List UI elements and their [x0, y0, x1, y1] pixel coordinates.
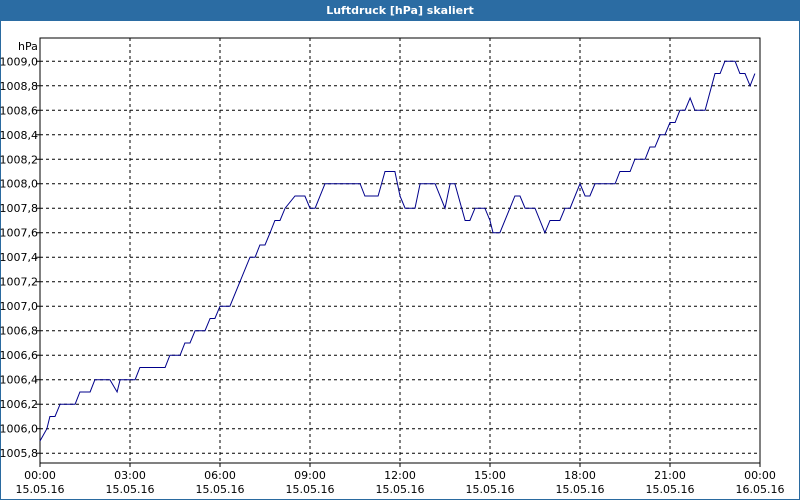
- x-tick-label: 21:00: [654, 469, 686, 482]
- y-tick-label: 1007,2: [0, 276, 38, 289]
- x-tick-label: 12:00: [384, 469, 416, 482]
- x-tick-label: 18:00: [564, 469, 596, 482]
- y-tick-label: 1007,4: [0, 251, 38, 264]
- data-line: [39, 60, 756, 442]
- chart-title: Luftdruck [hPa] skaliert: [326, 4, 474, 17]
- x-tick-label: 15:00: [474, 469, 506, 482]
- x-tick-label: 00:00: [24, 469, 56, 482]
- y-tick-label: 1006,0: [0, 423, 38, 436]
- y-tick-label: 1005,8: [0, 447, 38, 460]
- x-tick-label: 00:00: [744, 469, 776, 482]
- y-tick-label: 1009,0: [0, 55, 38, 68]
- x-tick-label: 03:00: [114, 469, 146, 482]
- y-tick-label: 1008,2: [0, 153, 38, 166]
- x-tick-date: 15.05.16: [556, 483, 605, 496]
- x-tick-date: 15.05.16: [466, 483, 515, 496]
- x-tick-date: 16.05.16: [736, 483, 785, 496]
- plot-frame: [39, 37, 761, 464]
- x-tick-date: 15.05.16: [16, 483, 65, 496]
- y-tick-label: 1006,8: [0, 325, 38, 338]
- x-tick-date: 15.05.16: [376, 483, 425, 496]
- y-axis-label: hPa: [18, 40, 38, 53]
- title-bar: [0, 0, 800, 21]
- x-tick-label: 06:00: [204, 469, 236, 482]
- x-tick-date: 15.05.16: [286, 483, 335, 496]
- y-tick-label: 1007,6: [0, 227, 38, 240]
- y-tick-label: 1008,0: [0, 178, 38, 191]
- y-tick-label: 1006,4: [0, 374, 38, 387]
- x-tick-date: 15.05.16: [646, 483, 695, 496]
- y-tick-label: 1008,4: [0, 129, 38, 142]
- y-tick-label: 1006,6: [0, 349, 38, 362]
- x-tick-label: 09:00: [294, 469, 326, 482]
- y-tick-label: 1008,8: [0, 80, 38, 93]
- x-tick-date: 15.05.16: [196, 483, 245, 496]
- y-tick-label: 1008,6: [0, 104, 38, 117]
- y-tick-label: 1007,0: [0, 300, 38, 313]
- y-tick-label: 1006,2: [0, 398, 38, 411]
- x-tick-date: 15.05.16: [106, 483, 155, 496]
- y-tick-label: 1007,8: [0, 202, 38, 215]
